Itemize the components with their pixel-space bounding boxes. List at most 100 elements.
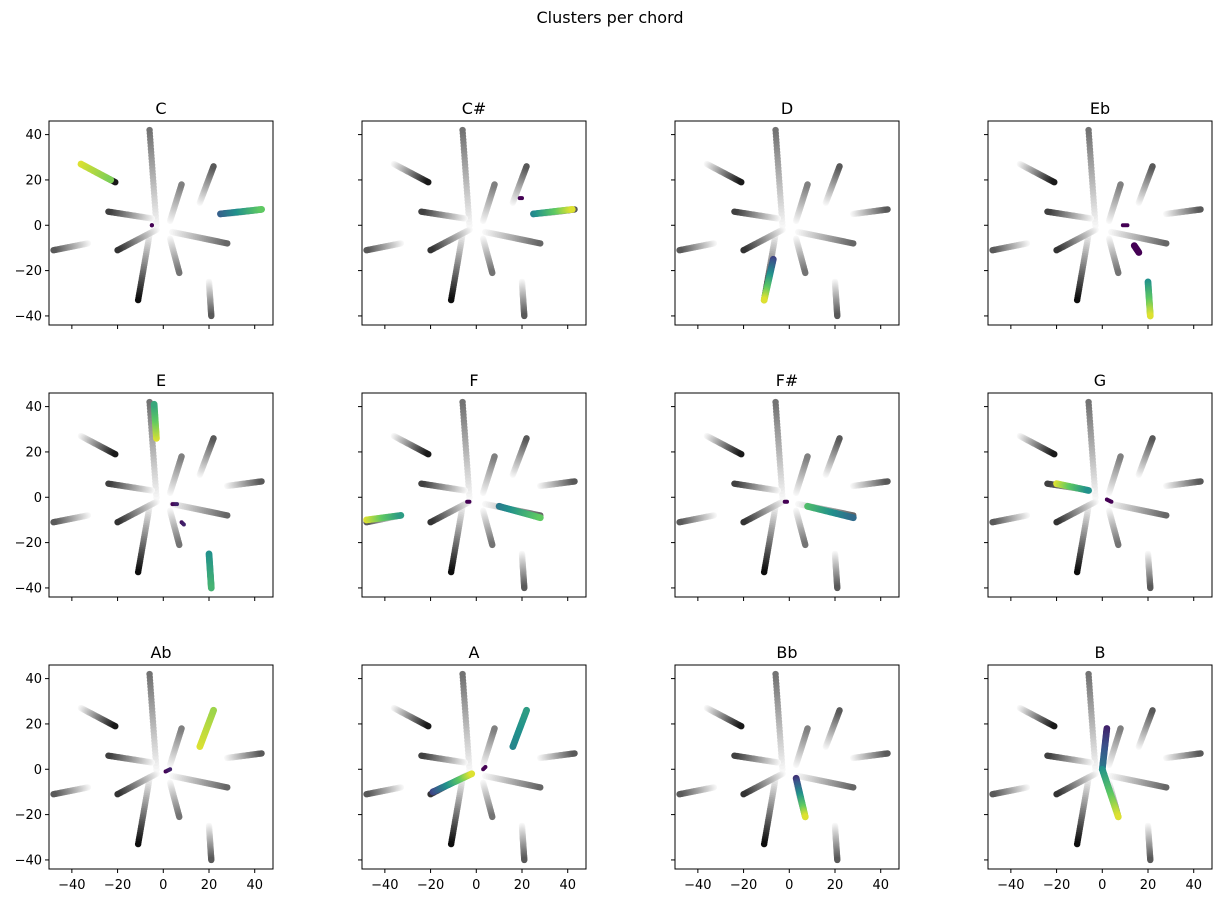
background-point xyxy=(523,435,530,442)
background-point xyxy=(176,269,183,277)
plot-area xyxy=(676,670,891,864)
cluster-point xyxy=(149,223,154,228)
axes-frame xyxy=(674,664,900,870)
x-tick-label: 40 xyxy=(872,878,889,893)
background-point xyxy=(178,725,185,732)
y-tick-label: 40 xyxy=(25,672,42,687)
subplot-A: A−40 −20 0 20 40 xyxy=(358,643,587,893)
y-tick-label: 20 xyxy=(25,173,42,188)
background-point xyxy=(425,451,432,458)
cluster-point xyxy=(168,767,173,772)
background-point xyxy=(210,163,217,170)
subplot-F#: F# xyxy=(671,371,900,601)
background-point xyxy=(571,478,578,485)
background-point xyxy=(447,568,455,576)
background-point xyxy=(738,451,745,458)
background-point xyxy=(1115,269,1122,277)
plot-area xyxy=(50,126,265,320)
background-point xyxy=(760,568,768,576)
plot-area xyxy=(989,670,1204,864)
x-tick-label: −40 xyxy=(371,878,398,893)
plot-area xyxy=(363,398,578,592)
background-point xyxy=(224,784,231,791)
background-point xyxy=(836,435,843,442)
subplot-title: Eb xyxy=(1090,99,1110,118)
background-point xyxy=(1149,163,1156,170)
background-point xyxy=(738,723,745,730)
background-point xyxy=(1149,707,1156,714)
cluster-point xyxy=(175,502,179,507)
background-point xyxy=(772,398,779,406)
background-point xyxy=(489,269,496,277)
background-point xyxy=(1117,181,1124,188)
axes-frame xyxy=(48,392,274,598)
plot-area xyxy=(50,398,265,592)
cluster-point xyxy=(483,765,488,769)
x-tick-label: 0 xyxy=(785,878,793,893)
subplot-title: F# xyxy=(776,371,799,390)
subplot-title: Ab xyxy=(150,643,171,662)
axes-frame xyxy=(361,392,587,598)
background-point xyxy=(489,813,496,821)
background-point xyxy=(537,240,544,247)
background-point xyxy=(427,247,434,254)
cluster-point xyxy=(1146,312,1154,320)
background-point xyxy=(363,247,370,254)
x-tick-label: 20 xyxy=(827,878,844,893)
background-point xyxy=(178,181,185,188)
background-point xyxy=(258,750,265,757)
subplot-title: G xyxy=(1094,371,1106,390)
background-point xyxy=(1085,126,1092,134)
axes-frame xyxy=(674,120,900,326)
background-point xyxy=(1197,206,1204,213)
background-point xyxy=(50,519,57,526)
background-point xyxy=(1115,541,1122,549)
background-point xyxy=(1197,750,1204,757)
background-point xyxy=(105,208,112,215)
y-tick-label: 20 xyxy=(25,717,42,732)
x-tick-label: −40 xyxy=(684,878,711,893)
cluster-point xyxy=(150,400,158,408)
background-point xyxy=(459,398,466,406)
background-point xyxy=(834,312,841,320)
background-point xyxy=(134,296,142,304)
background-point xyxy=(176,813,183,821)
y-tick-label: 40 xyxy=(25,128,42,143)
axes-frame xyxy=(361,120,587,326)
background-point xyxy=(418,480,425,487)
background-point xyxy=(1147,856,1154,864)
subplot-B: B−40 −20 0 20 40 xyxy=(984,643,1213,893)
cluster-point xyxy=(258,206,265,213)
background-point xyxy=(1051,451,1058,458)
subplot-G: G xyxy=(984,371,1213,601)
y-tick-label: −20 xyxy=(15,808,42,823)
cluster-point xyxy=(465,499,470,504)
background-point xyxy=(1117,453,1124,460)
subplot-Bb: Bb−40 −20 0 20 40 xyxy=(671,643,900,893)
background-point xyxy=(1053,247,1060,254)
y-tick-label: −40 xyxy=(15,309,42,324)
background-point xyxy=(537,784,544,791)
background-point xyxy=(521,856,528,864)
subplot-Eb: Eb xyxy=(984,99,1213,329)
x-tick-label: 20 xyxy=(201,878,218,893)
background-point xyxy=(459,126,466,134)
cluster-point xyxy=(536,514,544,522)
axes-frame xyxy=(48,120,274,326)
cluster-point xyxy=(568,206,576,213)
x-tick-label: 20 xyxy=(514,878,531,893)
cluster-point xyxy=(1085,487,1092,494)
background-point xyxy=(210,435,217,442)
background-point xyxy=(1073,840,1081,848)
cluster-point xyxy=(107,176,115,184)
x-tick-label: 40 xyxy=(559,878,576,893)
background-point xyxy=(489,541,496,549)
background-point xyxy=(804,453,811,460)
background-point xyxy=(884,206,891,213)
axes-frame xyxy=(361,664,587,870)
subplot-title: A xyxy=(469,643,480,662)
cluster-point xyxy=(397,512,405,519)
background-point xyxy=(427,519,434,526)
background-point xyxy=(1085,398,1092,406)
